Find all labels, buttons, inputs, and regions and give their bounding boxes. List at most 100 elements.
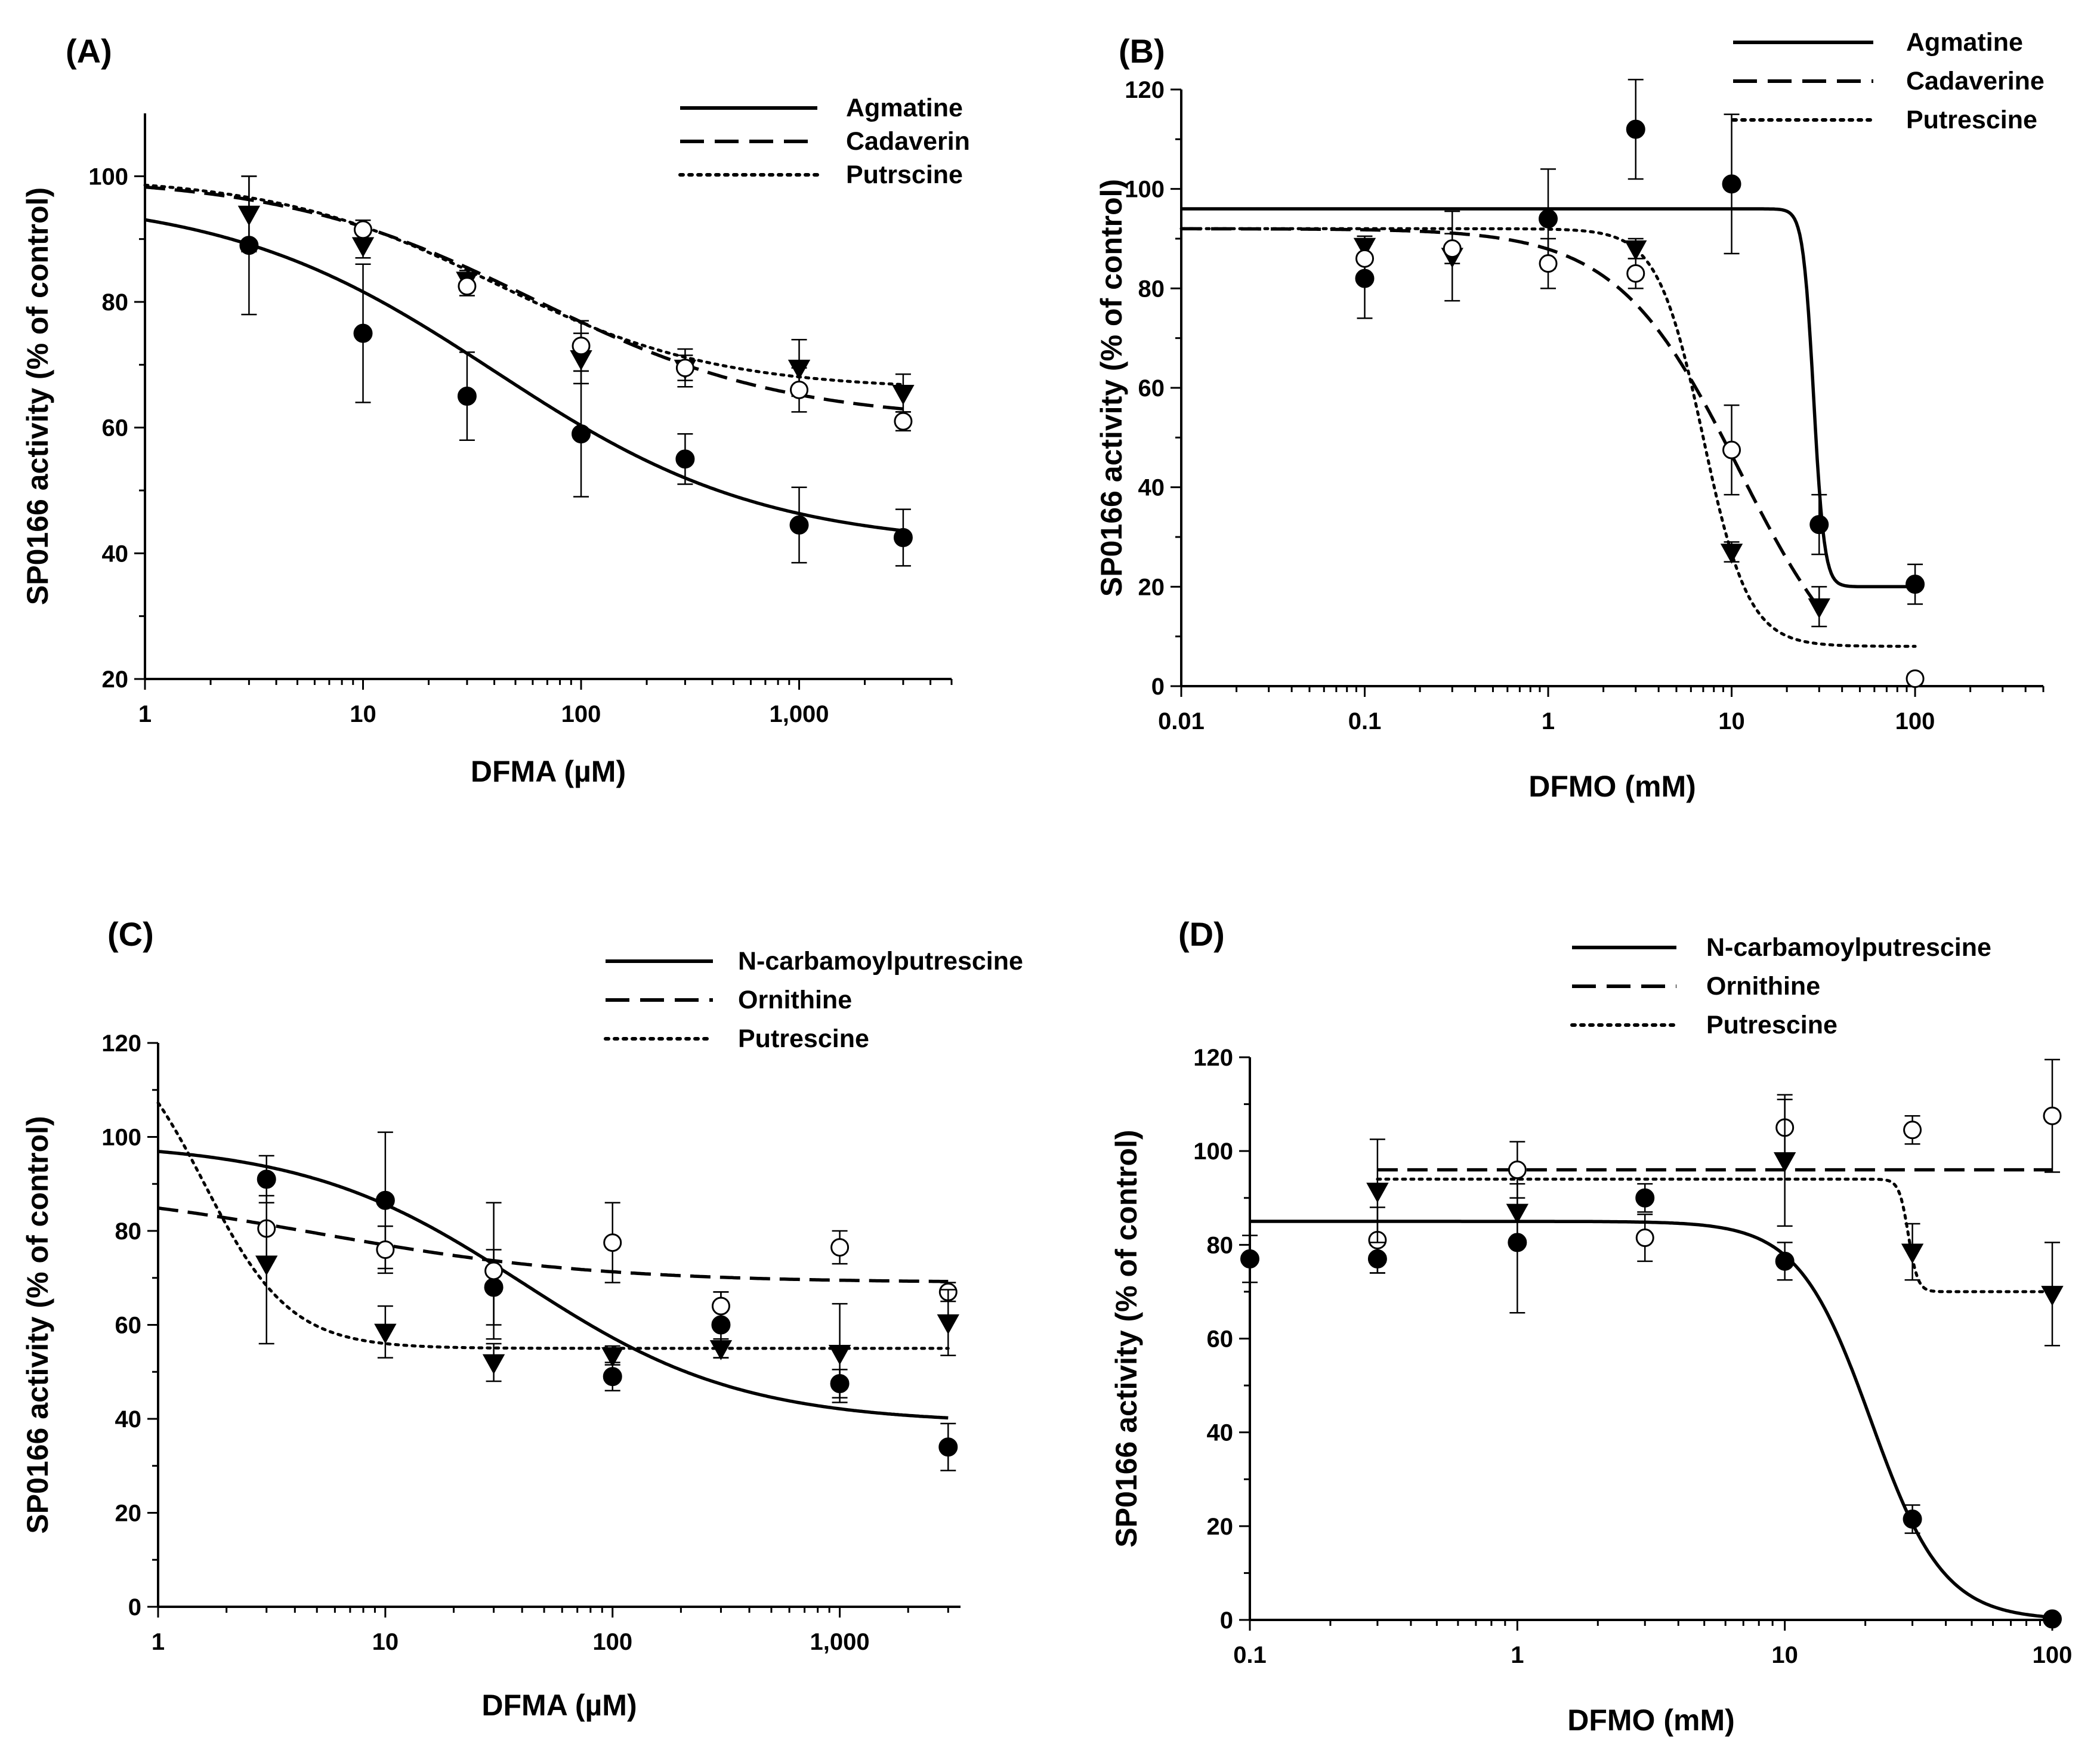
fit-curve <box>143 183 905 387</box>
data-point <box>1635 1229 1654 1248</box>
data-point <box>2043 1609 2062 1629</box>
data-point <box>937 1314 959 1335</box>
panel-label: (A) <box>66 32 112 70</box>
data-point <box>938 1437 958 1457</box>
legend-label: Putrescine <box>1706 1011 1838 1039</box>
legend-label: Ornithine <box>1706 972 1820 1001</box>
data-point <box>830 1238 850 1257</box>
data-point <box>711 1297 730 1316</box>
y-tick-label: 60 <box>1138 375 1165 402</box>
data-point <box>1506 1203 1529 1224</box>
data-point <box>1240 1249 1259 1268</box>
legend-label: Cadaverine <box>1906 67 2045 95</box>
data-point <box>376 1240 395 1259</box>
panel-a: (A) 1 10 100 1,000 20 40 60 80 100 DFMA (µM) SP0166… <box>21 32 970 788</box>
x-tick-label: 0.01 <box>1158 708 1205 734</box>
y-tick-label: 80 <box>1138 276 1165 302</box>
series-agmatine <box>1181 79 1925 605</box>
data-point <box>1773 1152 1796 1172</box>
data-point <box>1366 1183 1389 1203</box>
data-point <box>353 323 373 343</box>
y-tick-label: 0 <box>128 1594 141 1621</box>
series-agmatine <box>144 175 913 567</box>
legend-label: N-carbamoylputrescine <box>1706 933 1991 962</box>
data-point <box>1775 1251 1795 1271</box>
series-putrescine <box>1366 1094 2064 1347</box>
data-point <box>1903 1510 1922 1529</box>
x-axis-label: DFMA (µM) <box>481 1689 637 1722</box>
x-tick-label: 1 <box>1542 708 1555 734</box>
data-point <box>1508 1160 1527 1180</box>
y-axis-label: SP0166 activity (% of control) <box>21 1116 54 1533</box>
panel-label: (D) <box>1178 915 1225 953</box>
data-point <box>2041 1286 2064 1306</box>
data-point <box>790 380 809 399</box>
panel-d: (D) 0.1 1 10 100 0 20 40 60 80 100 120 DFMO (mM) SP01… <box>1110 915 2072 1737</box>
series-putrescine <box>156 1101 959 1403</box>
x-axis-label: DFMO (mM) <box>1567 1703 1735 1737</box>
panel-c: (C) 1 10 100 1,000 0 20 40 60 80 100 120 DFMA (µM) SP… <box>21 915 1023 1722</box>
data-point <box>789 515 809 535</box>
y-axis-label: SP0166 activity (% of control) <box>21 187 54 605</box>
x-tick-label: 1 <box>1511 1642 1524 1668</box>
data-point <box>482 1354 505 1375</box>
y-axis-label: SP0166 activity (% of control) <box>1110 1129 1143 1547</box>
data-point <box>1901 1243 1924 1264</box>
y-tick-label: 60 <box>115 1313 142 1339</box>
x-tick-label: 10 <box>1771 1642 1798 1668</box>
data-point <box>2043 1106 2062 1125</box>
x-tick-label: 10 <box>1718 708 1745 734</box>
y-tick-label: 40 <box>1138 475 1165 501</box>
data-point <box>1906 575 1925 594</box>
y-tick-label: 100 <box>101 1125 141 1151</box>
y-axis-label: SP0166 activity (% of control) <box>1095 179 1128 597</box>
x-tick-label: 0.1 <box>1348 708 1382 734</box>
x-axis-label: DFMO (mM) <box>1528 770 1696 803</box>
data-point <box>1539 254 1558 273</box>
data-point <box>484 1261 504 1280</box>
fit-curve <box>1250 1220 2053 1619</box>
y-tick-label: 20 <box>1207 1514 1234 1540</box>
y-tick-label: 60 <box>102 415 129 442</box>
x-tick-label: 100 <box>561 701 601 727</box>
data-point <box>572 337 591 356</box>
y-tick-label: 100 <box>1193 1138 1233 1165</box>
y-tick-label: 0 <box>1220 1607 1233 1634</box>
x-tick-label: 0.1 <box>1233 1642 1267 1668</box>
data-point <box>237 205 261 226</box>
data-point <box>675 359 694 378</box>
data-point <box>458 277 477 296</box>
data-point <box>354 220 373 239</box>
data-point <box>828 1345 851 1365</box>
y-tick-label: 20 <box>115 1501 142 1527</box>
y-tick-label: 20 <box>102 666 129 693</box>
legend-label: Agmatine <box>846 94 963 122</box>
x-axis-label: DFMA (µM) <box>471 755 626 788</box>
fit-curve <box>156 1101 950 1350</box>
data-point <box>255 1255 278 1276</box>
legend-label: Putrescine <box>1906 106 2037 134</box>
data-point <box>1443 239 1462 258</box>
fit-curve <box>158 1150 949 1420</box>
fit-curve <box>158 1206 949 1283</box>
data-point <box>894 412 913 431</box>
data-point <box>1626 264 1645 283</box>
series-putrscine <box>143 183 913 432</box>
y-tick-label: 100 <box>88 163 128 190</box>
x-tick-label: 1,000 <box>769 701 829 727</box>
x-tick-label: 10 <box>350 701 376 727</box>
legend-label: N-carbamoylputrescine <box>738 947 1023 976</box>
y-tick-label: 120 <box>101 1030 141 1057</box>
y-tick-label: 80 <box>102 289 129 316</box>
y-tick-label: 40 <box>115 1406 142 1433</box>
data-point <box>892 384 915 405</box>
data-point <box>1626 119 1645 139</box>
x-tick-label: 1 <box>152 1629 165 1655</box>
data-point <box>709 1340 733 1360</box>
y-tick-label: 120 <box>1125 77 1165 103</box>
y-tick-label: 80 <box>115 1218 142 1245</box>
data-point <box>1539 209 1558 229</box>
legend-label: Ornithine <box>738 986 852 1014</box>
data-point <box>1906 669 1925 688</box>
